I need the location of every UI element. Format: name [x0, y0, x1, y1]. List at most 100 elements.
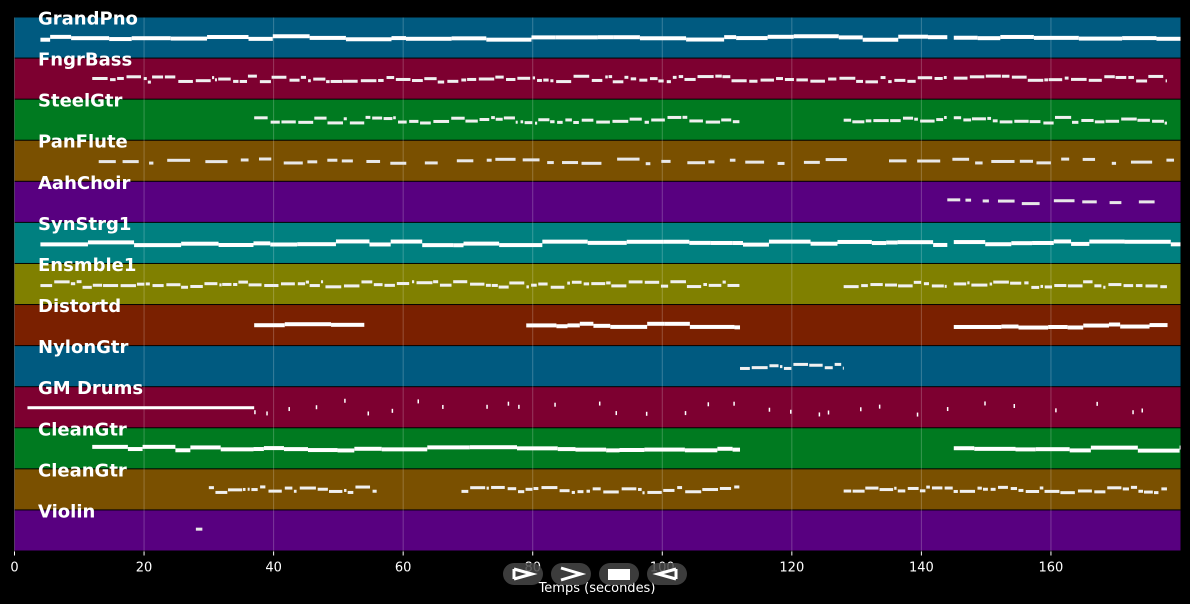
note-mark [621, 487, 637, 491]
note-mark [842, 366, 844, 370]
note-mark [317, 487, 328, 491]
play-outline-button[interactable] [503, 563, 543, 585]
note-mark [424, 161, 438, 165]
note-mark [299, 486, 316, 490]
note-mark [384, 283, 395, 287]
note-mark [557, 447, 576, 452]
note-mark [559, 489, 570, 493]
note-mark [865, 486, 879, 490]
note-mark [451, 36, 487, 41]
note-mark [491, 116, 495, 120]
note-mark [967, 281, 970, 285]
note-mark [839, 76, 856, 80]
note-mark [499, 243, 543, 248]
note-mark [293, 489, 297, 493]
note-mark [630, 77, 637, 81]
note-mark [1161, 487, 1167, 491]
note-mark [495, 75, 504, 79]
note-mark [110, 78, 116, 82]
note-mark [729, 158, 736, 162]
note-mark [689, 240, 711, 245]
note-mark [349, 121, 365, 125]
note-mark [541, 486, 558, 490]
note-mark [470, 486, 486, 490]
note-mark [768, 239, 811, 244]
note-mark [710, 240, 733, 245]
note-mark [272, 34, 310, 39]
note-mark [732, 241, 744, 246]
track-lane [14, 99, 1181, 140]
note-mark [751, 366, 768, 370]
note-mark [337, 448, 355, 453]
note-mark [860, 407, 862, 412]
note-mark [944, 116, 947, 120]
note-mark [395, 77, 411, 81]
note-mark [1154, 491, 1159, 495]
note-mark [470, 282, 485, 286]
note-mark [581, 161, 602, 165]
note-mark [264, 284, 279, 288]
note-mark [581, 118, 594, 122]
note-mark [390, 239, 423, 244]
note-mark [300, 75, 307, 79]
note-mark [944, 486, 953, 490]
track-label: NylonGtr [38, 337, 129, 358]
note-mark [577, 490, 584, 494]
note-mark [796, 78, 808, 82]
note-mark [886, 240, 898, 245]
note-mark [697, 75, 714, 79]
x-tick-label: 140 [909, 561, 934, 576]
note-mark [1069, 448, 1091, 453]
note-mark [933, 242, 948, 247]
x-tick-label: 20 [136, 561, 153, 576]
note-mark [931, 486, 943, 490]
note-mark [360, 79, 377, 83]
note-mark [985, 242, 1012, 247]
note-mark [218, 243, 254, 248]
note-mark [1145, 284, 1158, 288]
note-mark [240, 158, 249, 162]
note-mark [740, 366, 750, 370]
note-mark [1124, 239, 1171, 244]
note-mark [989, 282, 993, 286]
note-mark [271, 75, 287, 79]
track-lane [14, 346, 1181, 387]
note-mark [783, 366, 792, 370]
note-mark [1032, 240, 1054, 245]
note-mark [947, 198, 961, 202]
note-mark [1090, 445, 1138, 450]
note-mark [433, 119, 450, 123]
note-mark [873, 119, 889, 123]
note-mark [207, 35, 249, 40]
note-mark [992, 119, 998, 123]
note-mark [647, 321, 665, 326]
note-mark [1083, 323, 1109, 328]
note-mark [405, 36, 452, 41]
note-mark [663, 488, 675, 492]
note-mark [661, 159, 671, 163]
note-mark [270, 120, 280, 124]
note-mark [809, 363, 823, 367]
note-mark [779, 365, 783, 369]
note-mark [1156, 36, 1181, 41]
note-mark [354, 446, 382, 451]
track-label: CleanGtr [38, 460, 127, 481]
track-label: Ensmble1 [38, 255, 136, 276]
note-mark [1048, 78, 1063, 82]
note-mark [702, 488, 719, 492]
note-mark [506, 77, 516, 81]
note-mark [280, 282, 295, 286]
note-mark [515, 120, 518, 124]
back-button[interactable] [647, 563, 687, 585]
note-mark [326, 80, 330, 84]
note-mark [76, 280, 82, 284]
note-mark [907, 79, 916, 83]
note-mark [263, 446, 284, 451]
note-mark [288, 407, 290, 412]
note-mark [998, 485, 1008, 489]
note-mark [894, 78, 906, 82]
note-mark [684, 448, 718, 453]
forward-button[interactable] [551, 563, 591, 585]
note-mark [479, 118, 490, 122]
stop-button[interactable] [599, 563, 639, 585]
